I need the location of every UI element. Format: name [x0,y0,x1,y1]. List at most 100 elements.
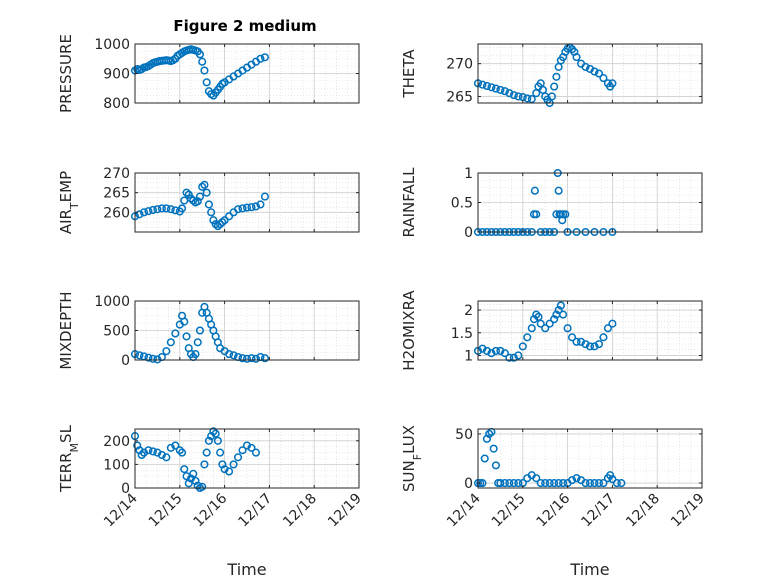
data-point [209,216,218,225]
axes-box [134,428,360,489]
data-point [209,427,218,436]
data-point [527,95,536,104]
subplot-2: 265 270 THETA [400,43,703,108]
data-point [193,338,202,347]
data-point [500,479,509,488]
data-point [177,204,187,213]
data-point [202,188,211,197]
y-tick-label: 0 [464,225,473,241]
data-point [216,448,225,457]
x-tick-label: 12/17 [235,491,275,531]
data-point [184,479,193,488]
data-point [162,347,171,356]
data-point [478,80,487,89]
data-point [572,337,581,346]
data-point [594,479,604,488]
data-point [260,192,269,201]
data-point [247,354,256,363]
data-point [532,474,541,483]
data-point [568,333,577,342]
data-point [550,315,559,324]
y-axis-label: MIXDEPTH [57,291,75,369]
y-axis-label: H2OMIXRA [400,290,418,371]
subplot-8: 0 50 SUNFLUX 12/14 12/15 12/16 12/17 12/18 12/19… [400,425,708,579]
data-point [180,196,189,205]
data-point [182,332,191,341]
data-point [180,465,189,474]
data-point [572,474,581,483]
data-point [133,441,142,450]
data-point [606,471,615,480]
data-point [550,82,559,91]
data-point [238,204,247,213]
data-point [251,354,261,363]
data-point [536,479,545,488]
data-point [552,72,561,81]
data-point [478,344,487,353]
data-point [166,205,175,214]
data-point [189,469,198,478]
data-point [545,479,554,488]
data-point [603,324,612,333]
data-point [532,89,541,98]
y-axis-label: PRESSURE [57,34,75,113]
data-point [554,62,563,71]
data-point [487,349,496,358]
data-point [256,200,265,209]
data-point [238,354,247,363]
y-tick-label: 200 [103,434,130,450]
data-point [162,453,171,462]
data-point [599,333,608,342]
y-axis-label: SUNFLUX [400,425,424,492]
data-point [251,448,261,457]
data-point [207,208,216,217]
y-axis-label: RAINFALL [400,167,418,238]
data-point [225,350,234,359]
data-point [563,324,572,333]
y-tick-label: 1 [464,166,473,182]
data-point [202,448,211,457]
data-point [202,78,211,87]
data-point [171,329,180,338]
data-point [247,203,256,212]
data-point [166,338,175,347]
y-tick-label: 50 [455,427,473,443]
data-point [162,204,171,213]
data-point [550,479,559,488]
data-point [260,354,269,363]
subplot-4: 0 0.5 1 RAINFALL [400,166,703,241]
data-point [581,62,590,71]
data-point [585,479,595,488]
data-point [532,210,541,219]
subplot-5: 0 500 1000 MIXDEPTH [57,291,360,370]
data-point [554,479,563,488]
data-point [534,312,543,321]
data-point [617,479,626,488]
data-point [541,479,550,488]
y-tick-label: 1 [464,348,473,364]
data-point [211,429,220,438]
data-point [505,89,514,98]
y-axis-label: AIRTEMP [57,171,81,234]
data-point [153,448,162,457]
data-point [547,92,556,101]
data-point [590,479,599,488]
data-point [581,340,590,349]
data-point [198,482,207,491]
data-point [135,446,144,455]
data-point [612,479,621,488]
y-tick-label: 1.5 [451,326,473,342]
data-point [238,446,247,455]
data-point [541,324,550,333]
data-point [599,74,608,83]
data-point [491,84,500,93]
data-point [166,443,175,452]
data-point [251,202,261,211]
data-point [135,210,144,219]
data-point [554,306,563,315]
y-tick-label: 270 [103,166,130,182]
data-point [171,441,180,450]
data-point [144,207,153,216]
data-point [496,346,505,355]
